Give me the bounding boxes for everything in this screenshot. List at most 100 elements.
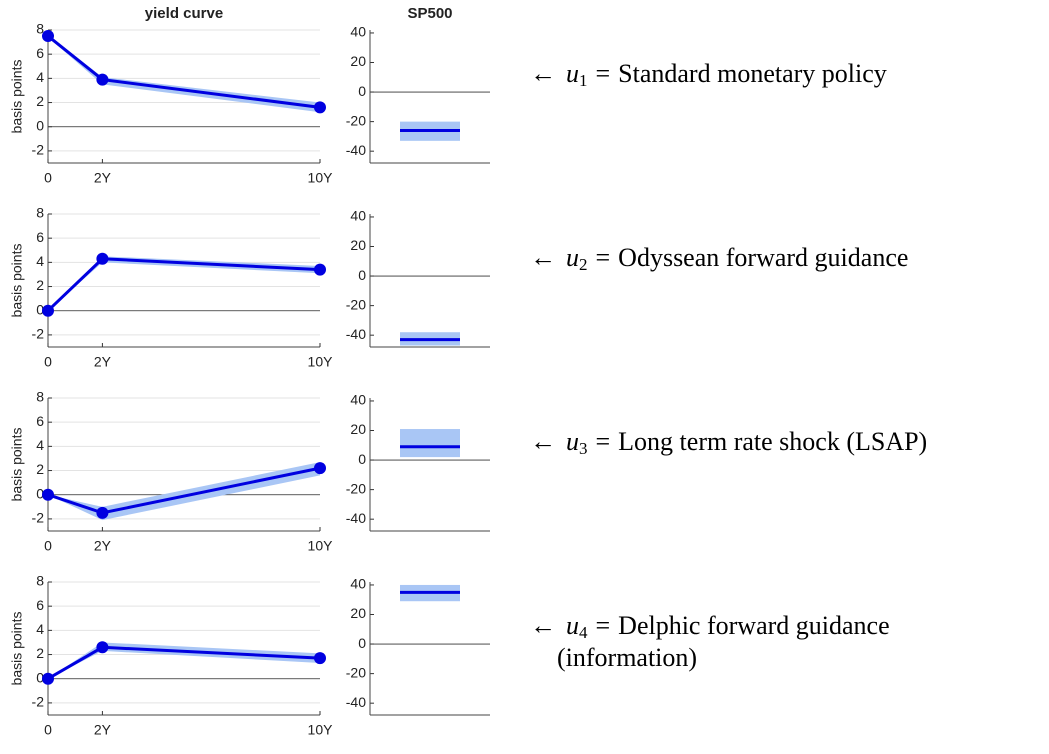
panel: -40 -20 0 20 40: [346, 576, 490, 716]
point: [42, 30, 54, 43]
panel: -2 0 2 4 6 8 basis points 0 2Y 10Y: [9, 573, 333, 738]
y-tick-label: 20: [350, 605, 366, 621]
y-tick-label: 40: [350, 392, 366, 408]
y-tick-label: 2: [36, 93, 44, 109]
point: [96, 506, 109, 519]
panel: -2 0 2 4 6 8 basis points 0 2Y 10Y: [9, 205, 333, 370]
y-tick-label: -2: [32, 694, 45, 710]
y-tick-label: -40: [346, 510, 366, 526]
y-axis-label: basis points: [9, 244, 25, 318]
panel-title: SP500: [407, 5, 452, 22]
relation: =: [596, 427, 611, 456]
relation: =: [596, 59, 611, 88]
x-tick-label: 0: [44, 722, 52, 738]
y-tick-label: 20: [350, 53, 366, 69]
confidence-band: [400, 429, 460, 458]
y-tick-label: -40: [346, 326, 366, 342]
point: [42, 488, 54, 501]
panel: -2 0 2 4 6 8 yield curve basis points 0 2Y 10Y: [9, 5, 333, 186]
subscript: 2: [579, 255, 588, 274]
x-tick-label: 2Y: [94, 538, 112, 554]
x-tick-label: 0: [44, 354, 52, 370]
y-tick-label: 2: [36, 645, 44, 661]
y-tick-label: 20: [350, 421, 366, 437]
y-tick-label: 0: [358, 83, 366, 99]
y-tick-label: -2: [32, 326, 45, 342]
point: [314, 101, 326, 114]
panel: -2 0 2 4 6 8 basis points 0 2Y 10Y: [9, 389, 333, 554]
x-tick-label: 0: [44, 170, 52, 186]
x-tick-label: 2Y: [94, 170, 112, 186]
symbol: u: [566, 59, 579, 88]
y-tick-label: 4: [36, 621, 44, 637]
y-tick-label: 6: [36, 45, 44, 61]
y-tick-label: -20: [346, 480, 366, 496]
subscript: 3: [579, 439, 588, 458]
point: [42, 672, 54, 685]
y-tick-label: -40: [346, 142, 366, 158]
subscript: 4: [579, 623, 588, 642]
x-tick-label: 10Y: [308, 722, 334, 738]
y-tick-label: 40: [350, 24, 366, 40]
annotation-text: Standard monetary policy: [618, 59, 887, 88]
y-tick-label: 0: [358, 635, 366, 651]
point: [314, 652, 326, 665]
y-tick-label: -2: [32, 142, 45, 158]
annotation-text: Odyssean forward guidance: [618, 243, 908, 272]
subscript: 1: [579, 71, 588, 90]
y-tick-label: 6: [36, 597, 44, 613]
y-tick-label: 40: [350, 576, 366, 592]
symbol: u: [566, 611, 579, 640]
y-tick-label: 8: [36, 205, 44, 221]
panel: -40 -20 0 20 40: [346, 208, 490, 348]
y-tick-label: 0: [36, 669, 44, 685]
y-tick-label: -20: [346, 112, 366, 128]
annotation: ← u1 = Standard monetary policy: [530, 59, 887, 90]
y-tick-label: -2: [32, 510, 45, 526]
annotation: ← u4 = Delphic forward guidance: [530, 611, 890, 642]
arrow: ←: [530, 427, 556, 456]
annotation-text: (information): [557, 643, 697, 672]
annotation: ← u2 = Odyssean forward guidance: [530, 243, 908, 274]
y-tick-label: 2: [36, 277, 44, 293]
y-tick-label: 2: [36, 461, 44, 477]
y-tick-label: 4: [36, 69, 44, 85]
y-axis-label: basis points: [9, 428, 25, 502]
x-tick-label: 2Y: [94, 354, 112, 370]
x-tick-label: 10Y: [308, 538, 334, 554]
y-tick-label: 0: [358, 267, 366, 283]
x-tick-label: 10Y: [308, 354, 334, 370]
panel: -40 -20 0 20 40 SP500: [346, 5, 490, 164]
y-tick-label: -40: [346, 694, 366, 710]
y-tick-label: 4: [36, 253, 44, 269]
y-tick-label: 8: [36, 573, 44, 589]
y-tick-label: -20: [346, 664, 366, 680]
point: [96, 73, 109, 86]
point: [314, 462, 326, 475]
y-tick-label: 8: [36, 389, 44, 405]
y-tick-label: 0: [358, 451, 366, 467]
panel: -40 -20 0 20 40: [346, 392, 490, 532]
y-axis-label: basis points: [9, 612, 25, 686]
confidence-band: [48, 256, 320, 311]
y-tick-label: 8: [36, 21, 44, 37]
relation: =: [596, 243, 611, 272]
y-axis-label: basis points: [9, 60, 25, 134]
panel-title: yield curve: [145, 5, 223, 22]
arrow: ←: [530, 611, 556, 640]
y-tick-label: 0: [36, 485, 44, 501]
point: [42, 304, 54, 317]
relation: =: [596, 611, 611, 640]
confidence-band: [48, 34, 320, 113]
y-tick-label: 4: [36, 437, 44, 453]
symbol: u: [566, 243, 579, 272]
arrow: ←: [530, 59, 556, 88]
point: [96, 641, 109, 654]
y-tick-label: 6: [36, 413, 44, 429]
annotation-text: Delphic forward guidance: [618, 611, 889, 640]
confidence-band: [48, 642, 320, 679]
annotation: ← u3 = Long term rate shock (LSAP): [530, 427, 927, 458]
annotation-text: Long term rate shock (LSAP): [618, 427, 927, 456]
x-tick-label: 2Y: [94, 722, 112, 738]
